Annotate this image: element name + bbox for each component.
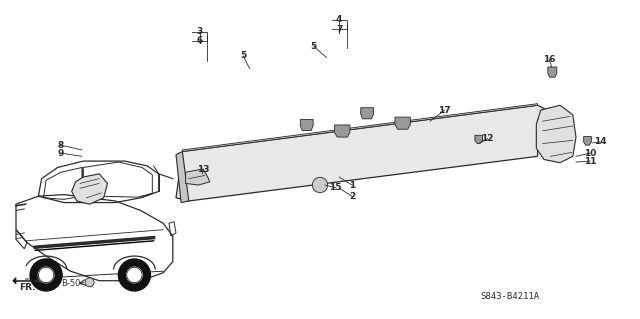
Text: 14: 14 [594, 137, 607, 146]
Polygon shape [536, 105, 576, 163]
Text: 17: 17 [438, 106, 451, 115]
Text: 10: 10 [584, 149, 596, 158]
Text: 11: 11 [584, 157, 596, 166]
Polygon shape [176, 105, 547, 201]
Text: 6: 6 [196, 36, 203, 45]
Polygon shape [13, 278, 16, 284]
Text: 2: 2 [349, 192, 355, 201]
Polygon shape [300, 119, 313, 130]
Polygon shape [584, 137, 591, 145]
Polygon shape [176, 152, 189, 203]
Text: FR.: FR. [19, 283, 35, 292]
Polygon shape [182, 104, 538, 152]
Text: B-50: B-50 [61, 279, 80, 288]
Text: S843-B4211A: S843-B4211A [480, 292, 539, 301]
Polygon shape [72, 174, 108, 204]
Text: 12: 12 [481, 134, 494, 143]
Polygon shape [475, 135, 483, 144]
Text: 1: 1 [349, 181, 355, 189]
Circle shape [30, 259, 62, 291]
Text: 16: 16 [543, 55, 556, 63]
Text: 15: 15 [329, 183, 342, 192]
Text: 9: 9 [58, 149, 64, 158]
Text: 3: 3 [196, 27, 203, 36]
Text: 8: 8 [58, 141, 64, 150]
Circle shape [38, 267, 54, 283]
Circle shape [127, 267, 142, 283]
Polygon shape [335, 125, 350, 137]
Text: 7: 7 [336, 25, 342, 34]
Polygon shape [361, 108, 374, 119]
Circle shape [312, 177, 328, 193]
Circle shape [118, 259, 150, 291]
Text: 13: 13 [197, 165, 210, 174]
Polygon shape [186, 169, 210, 185]
Polygon shape [195, 121, 528, 169]
Text: 4: 4 [336, 15, 342, 24]
Polygon shape [395, 117, 410, 129]
Text: 5: 5 [310, 42, 317, 51]
Circle shape [85, 278, 94, 287]
Polygon shape [548, 67, 557, 77]
Text: 5: 5 [240, 51, 246, 60]
